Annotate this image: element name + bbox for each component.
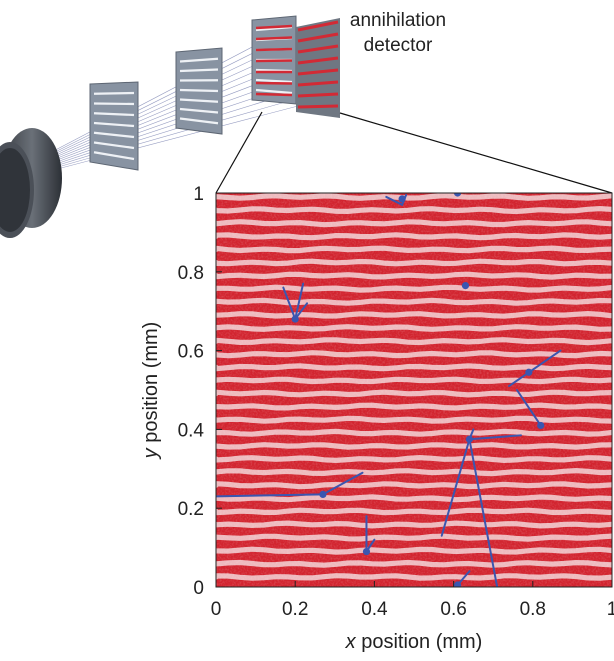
grating-slit	[179, 117, 219, 125]
grating-slit	[179, 68, 219, 73]
x-tick-label: 1	[607, 599, 614, 620]
x-axis-label-rest: position (mm)	[356, 631, 483, 653]
track-segment	[385, 195, 404, 206]
y-tick-label: 0.2	[178, 499, 204, 520]
grating-slit	[93, 131, 135, 139]
annihilation-vertex	[319, 490, 327, 499]
detector-label-line-1: annihilation	[350, 10, 446, 31]
grating-slit	[93, 102, 135, 106]
annihilation-vertex	[362, 547, 371, 556]
track-segment	[508, 349, 562, 388]
annihilation-vertex	[537, 421, 545, 430]
grating-fringe	[255, 92, 293, 97]
detector-stripe	[297, 44, 339, 54]
x-tick-label: 0.2	[282, 599, 308, 620]
annihilation-detector-panel	[296, 18, 340, 118]
grating-slit	[93, 151, 135, 161]
y-tick-label: 0.6	[178, 342, 204, 363]
beam-line	[43, 98, 297, 172]
annihilation-vertex	[453, 193, 462, 197]
y-tick-label: 0	[193, 578, 204, 599]
zoom-line-left	[215, 111, 263, 194]
annihilation-vertex	[291, 315, 299, 323]
grating-slit	[179, 107, 219, 114]
track-segment	[515, 389, 542, 427]
y-axis-ticks: 0 0.2 0.4 0.6 0.8 1	[178, 184, 222, 599]
grating-1	[89, 81, 139, 171]
annihilation-vertex	[525, 368, 533, 376]
beam-line	[43, 106, 297, 173]
grating-slit	[93, 112, 135, 117]
track-segment	[456, 193, 459, 194]
track-segment	[468, 434, 522, 441]
plot-area	[216, 193, 612, 587]
y-tick-label: 1	[193, 184, 204, 205]
track-segment	[468, 438, 499, 587]
track-segment	[294, 282, 305, 321]
y-tick-label: 0.8	[178, 263, 204, 284]
x-axis-label-var: x	[345, 631, 357, 653]
x-axis-label: x position (mm)	[345, 631, 483, 653]
y-axis-label-rest: position (mm)	[140, 322, 162, 449]
track-segment	[282, 286, 297, 321]
annihilation-vertex	[453, 581, 462, 587]
track-segment	[321, 471, 364, 496]
beam-lines	[43, 23, 297, 173]
beam-line	[43, 91, 297, 170]
grating-slit	[93, 91, 135, 95]
plot-frame	[215, 192, 613, 588]
detector-stripe	[297, 80, 339, 87]
detector-stripe	[297, 20, 339, 32]
x-tick-label: 0	[211, 599, 222, 620]
detector-stripe	[297, 56, 339, 65]
grating-slit	[179, 98, 219, 103]
grating-slit	[93, 121, 135, 128]
grating-fringe	[255, 24, 293, 30]
x-tick-label: 0.6	[440, 599, 466, 620]
y-tick-label: 0.4	[178, 420, 205, 441]
x-tick-label: 0.8	[520, 599, 546, 620]
annihilation-vertex	[465, 435, 474, 443]
grating-3	[251, 15, 297, 105]
grating-2	[175, 47, 223, 135]
particle-tracks	[216, 193, 562, 587]
grating-fringe	[255, 36, 293, 41]
track-segment	[216, 493, 324, 498]
detector-label-line-2: detector	[364, 35, 433, 56]
grating-fringe	[255, 47, 293, 52]
grating-slit	[255, 78, 293, 84]
grating-fringe	[255, 59, 293, 63]
grating-slit	[179, 88, 219, 93]
y-axis-label: y position (mm)	[140, 322, 162, 461]
detector-stripe	[297, 104, 339, 109]
grating-fringe	[255, 81, 293, 85]
detector-stripe	[297, 68, 339, 76]
x-tick-label: 0.4	[361, 599, 388, 620]
source-emitter	[0, 128, 62, 238]
grating-slit	[93, 141, 135, 150]
detector-stripe	[297, 32, 339, 43]
annihilation-vertex	[398, 195, 406, 203]
detector-stripe	[297, 92, 339, 98]
grating-slit	[255, 88, 293, 95]
y-axis-label-var: y	[140, 447, 162, 460]
annihilation-vertex	[461, 281, 470, 290]
x-axis-ticks: 0 0.2 0.4 0.6 0.8 1	[211, 581, 614, 620]
grating-slit	[179, 57, 219, 63]
zoom-line-right	[339, 112, 613, 194]
track-segment	[440, 438, 471, 537]
